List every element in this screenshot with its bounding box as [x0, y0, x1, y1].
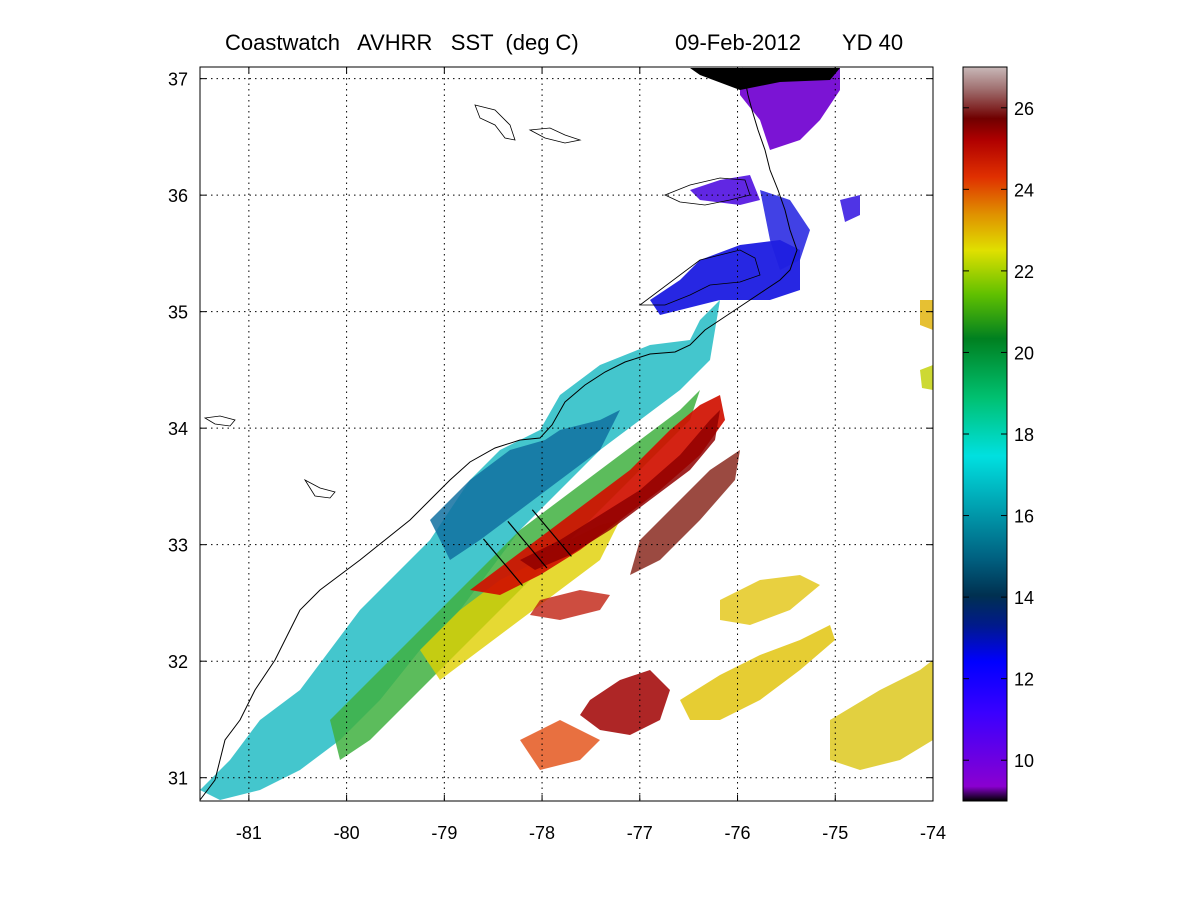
colorbar-tick-label: 26 — [1014, 99, 1034, 119]
colorbar-tick-label: 14 — [1014, 588, 1034, 608]
lake-outline — [474, 104, 516, 141]
sound-outline — [638, 249, 761, 306]
colorbar-tick-label: 22 — [1014, 262, 1034, 282]
x-axis-ticks: -81 -80 -79 -78 -77 -76 -75 -74 — [236, 67, 946, 843]
colorbar-tick-label: 16 — [1014, 507, 1034, 527]
small-lake-outline — [303, 478, 336, 499]
y-tick-label: 37 — [168, 70, 188, 90]
river-outline — [528, 127, 582, 144]
x-tick-label: -81 — [236, 823, 262, 843]
y-tick-label: 34 — [168, 419, 188, 439]
colorbar — [962, 66, 1008, 802]
colorbar-tick-label: 18 — [1014, 425, 1034, 445]
y-tick-label: 32 — [168, 652, 188, 672]
colorbar-ticks: 10 12 14 16 18 20 22 24 26 — [963, 99, 1034, 771]
x-tick-label: -75 — [822, 823, 848, 843]
sst-field — [200, 68, 933, 800]
transect-line — [482, 538, 523, 586]
map-date: 09-Feb-2012 — [675, 30, 801, 55]
map-title: Coastwatch AVHRR SST (deg C) — [225, 30, 579, 55]
transect-line — [507, 520, 548, 569]
y-tick-label: 35 — [168, 303, 188, 323]
colorbar-tick-label: 10 — [1014, 751, 1034, 771]
x-tick-label: -79 — [431, 823, 457, 843]
x-tick-label: -78 — [529, 823, 555, 843]
x-tick-label: -76 — [725, 823, 751, 843]
x-tick-label: -80 — [334, 823, 360, 843]
reservoir-outline — [203, 415, 236, 427]
map-yearday: YD 40 — [842, 30, 904, 55]
x-tick-label: -77 — [627, 823, 653, 843]
transect-lines — [482, 509, 572, 586]
y-tick-label: 31 — [168, 769, 188, 789]
x-tick-label: -74 — [920, 823, 946, 843]
y-tick-label: 33 — [168, 536, 188, 556]
y-tick-label: 36 — [168, 186, 188, 206]
colorbar-tick-label: 24 — [1014, 180, 1034, 200]
plot-frame — [199, 66, 934, 802]
colorbar-tick-label: 20 — [1014, 343, 1034, 363]
colorbar-tick-label: 12 — [1014, 670, 1034, 690]
coastline — [199, 67, 798, 801]
transect-line — [531, 509, 572, 557]
y-axis-ticks: 31 32 33 34 35 36 37 — [168, 70, 933, 789]
